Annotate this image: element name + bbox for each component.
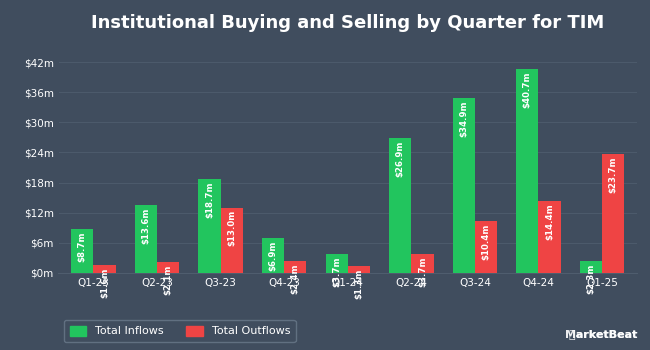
Text: $2.1m: $2.1m <box>164 265 173 295</box>
Text: $34.9m: $34.9m <box>460 100 468 137</box>
Bar <box>72 229 94 273</box>
Text: $14.4m: $14.4m <box>545 203 554 240</box>
Text: $13.6m: $13.6m <box>142 207 150 244</box>
Text: $1.3m: $1.3m <box>354 269 363 299</box>
Bar <box>452 98 475 273</box>
Bar <box>348 266 370 273</box>
Bar <box>411 254 434 273</box>
Text: $2.4m: $2.4m <box>291 264 300 294</box>
Text: $40.7m: $40.7m <box>523 71 532 108</box>
Bar <box>220 208 243 273</box>
Bar <box>262 238 284 273</box>
Bar <box>94 265 116 273</box>
Text: $3.7m: $3.7m <box>332 257 341 287</box>
Text: MarketBeat: MarketBeat <box>564 329 637 340</box>
Bar <box>135 205 157 273</box>
Text: $2.3m: $2.3m <box>586 264 595 294</box>
Text: $13.0m: $13.0m <box>227 210 236 246</box>
Bar <box>326 254 348 273</box>
Text: $23.7m: $23.7m <box>608 156 618 193</box>
Bar <box>516 69 538 273</box>
Bar <box>538 201 561 273</box>
Text: $26.9m: $26.9m <box>396 140 405 177</box>
Bar <box>284 261 306 273</box>
Bar <box>157 262 179 273</box>
Text: ⽍​arketBeat: ⽍​arketBeat <box>569 329 637 340</box>
Legend: Total Inflows, Total Outflows: Total Inflows, Total Outflows <box>64 320 296 342</box>
Text: $10.4m: $10.4m <box>482 223 491 260</box>
Text: $1.6m: $1.6m <box>100 267 109 298</box>
Bar <box>580 261 602 273</box>
Text: $3.7m: $3.7m <box>418 257 427 287</box>
Text: $6.9m: $6.9m <box>268 241 278 271</box>
Bar <box>389 138 411 273</box>
Text: $18.7m: $18.7m <box>205 182 214 218</box>
Bar <box>602 154 624 273</box>
Text: $8.7m: $8.7m <box>78 232 87 262</box>
Bar <box>475 221 497 273</box>
Title: Institutional Buying and Selling by Quarter for TIM: Institutional Buying and Selling by Quar… <box>91 14 604 32</box>
Bar <box>198 179 220 273</box>
